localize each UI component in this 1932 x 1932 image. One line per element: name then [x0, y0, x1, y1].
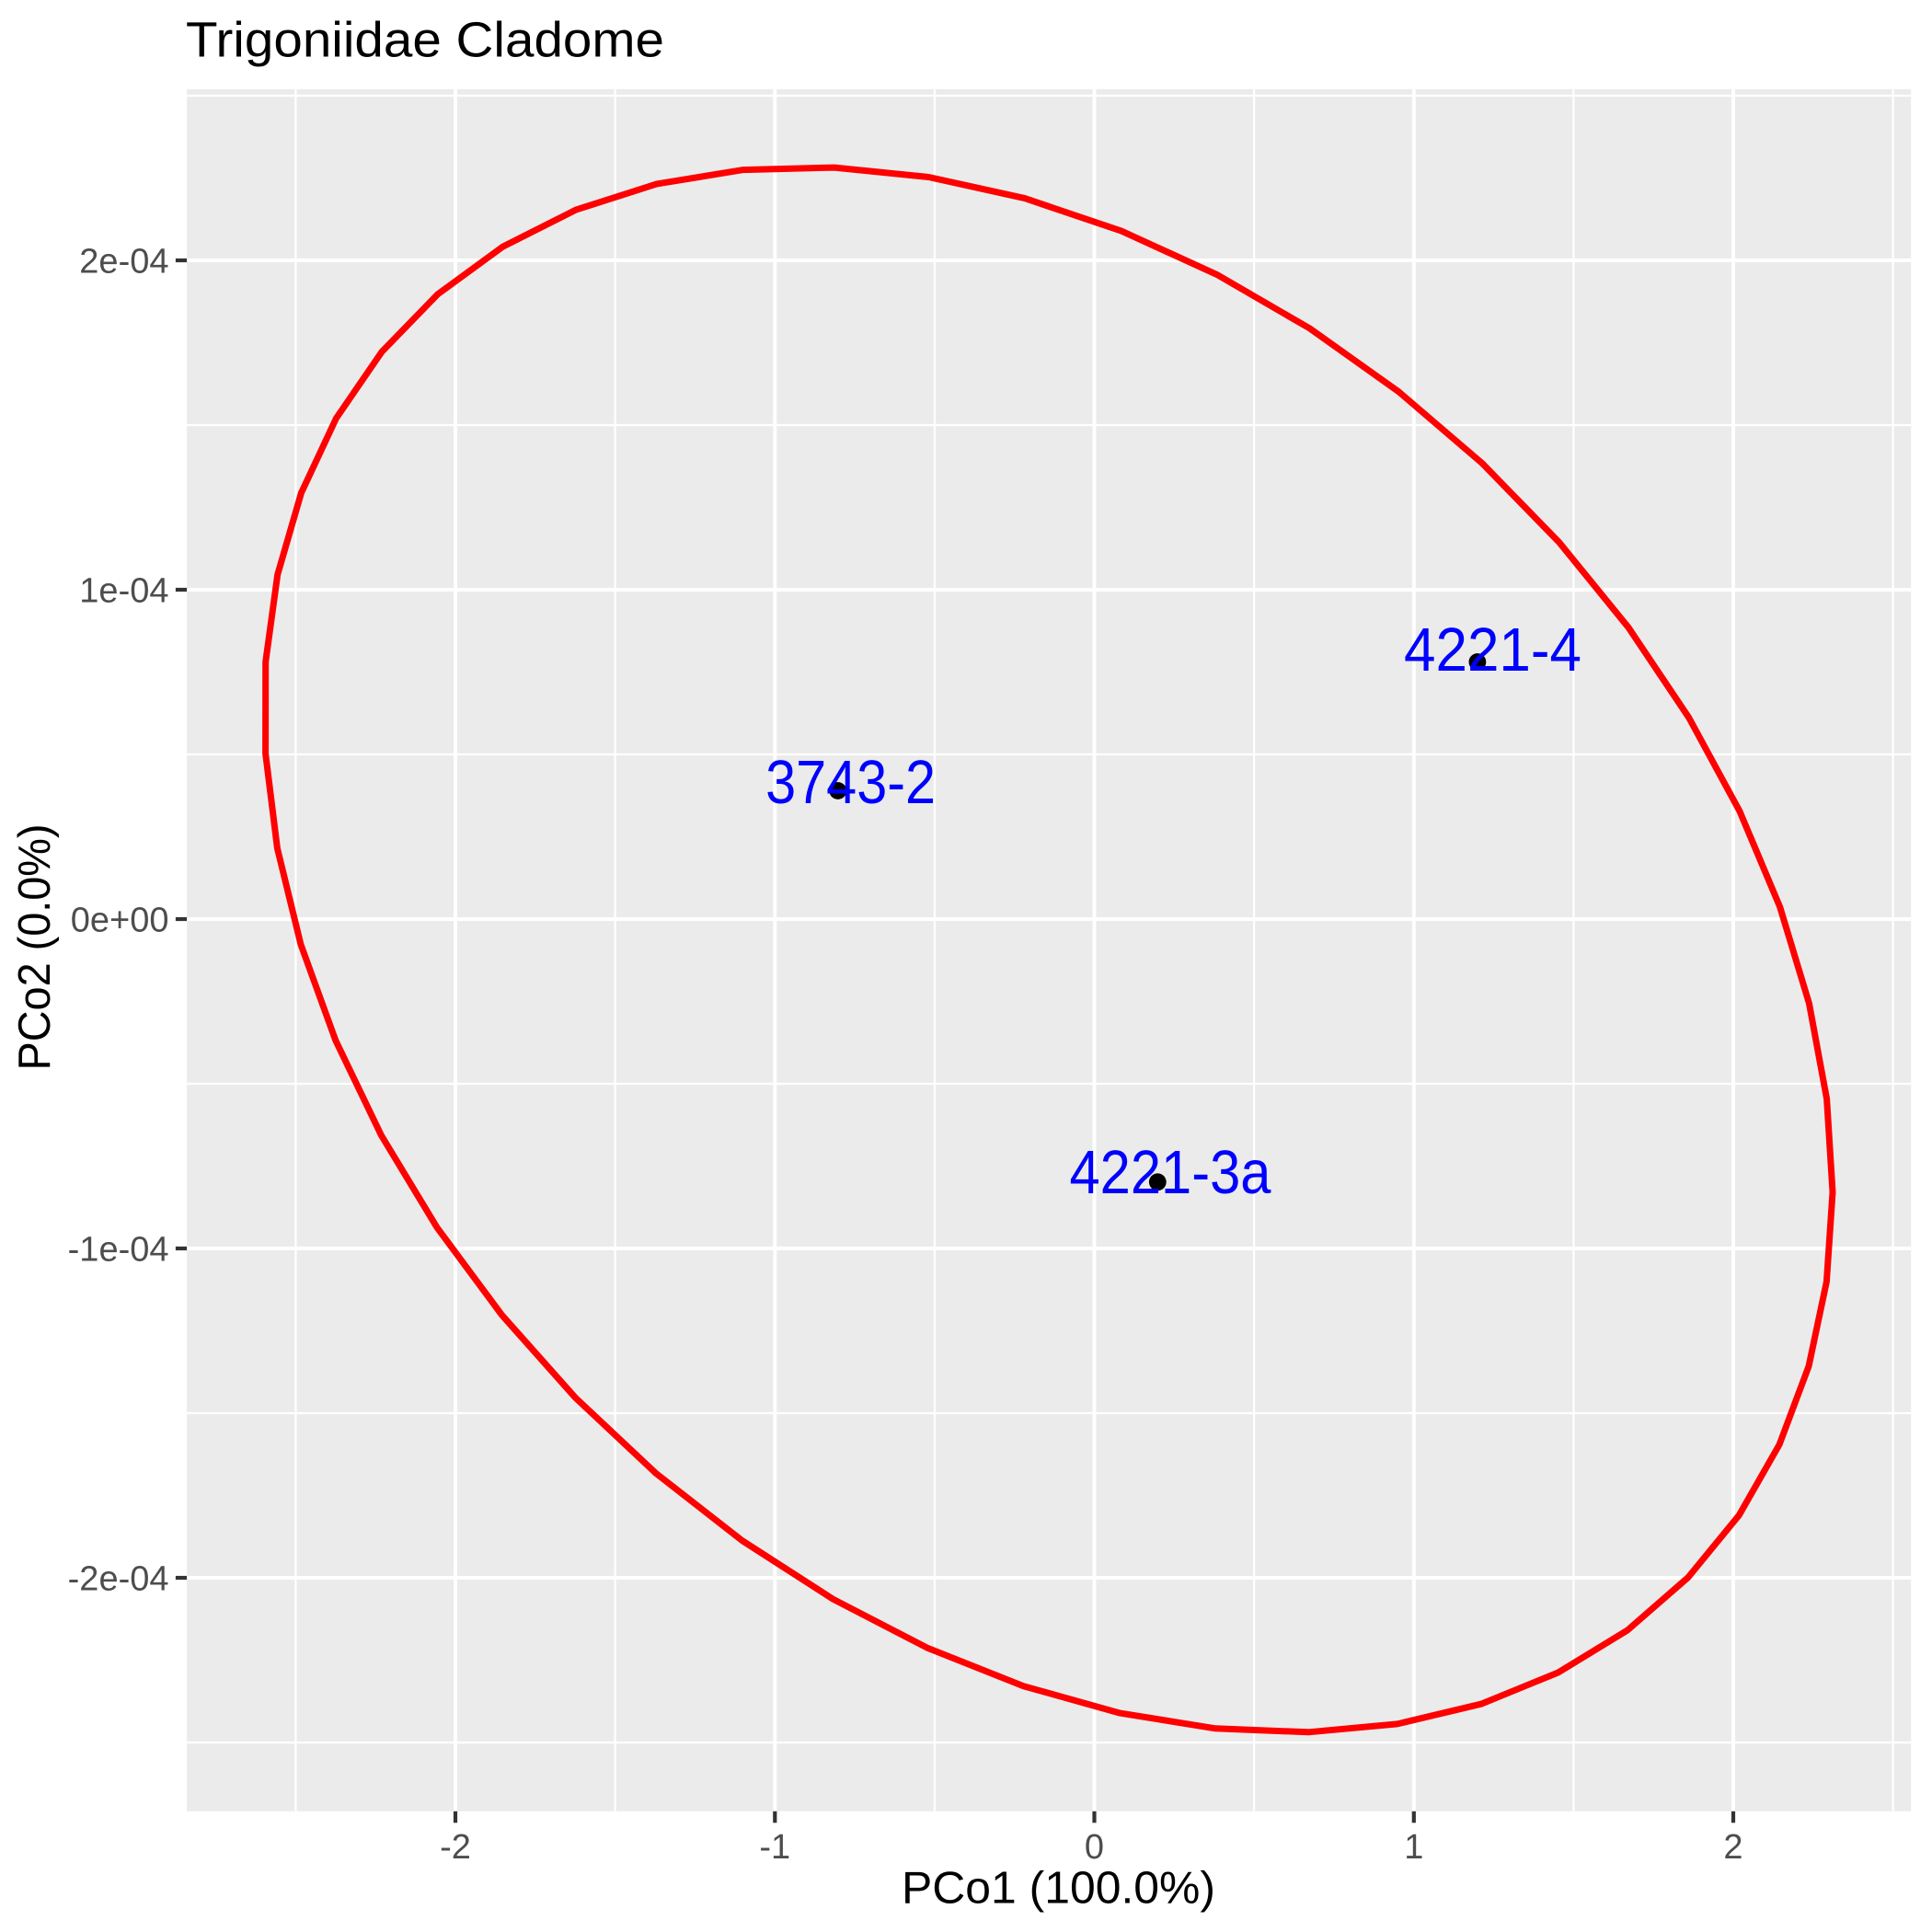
svg-text:0e+00: 0e+00	[71, 902, 169, 940]
svg-text:1e-04: 1e-04	[79, 572, 168, 611]
svg-text:2: 2	[1723, 1828, 1742, 1867]
svg-text:-1: -1	[759, 1828, 790, 1867]
svg-text:-2e-04: -2e-04	[68, 1560, 169, 1599]
svg-text:-2: -2	[440, 1828, 471, 1867]
svg-text:Trigoniidae Cladome: Trigoniidae Cladome	[186, 14, 664, 68]
svg-text:PCo1 (100.0%): PCo1 (100.0%)	[902, 1864, 1215, 1914]
svg-text:1: 1	[1404, 1828, 1423, 1867]
svg-text:2e-04: 2e-04	[79, 243, 168, 282]
svg-text:0: 0	[1085, 1828, 1104, 1867]
svg-text:-1e-04: -1e-04	[68, 1231, 169, 1270]
svg-text:PCo2 (0.0%): PCo2 (0.0%)	[10, 824, 60, 1071]
svg-text:4221-3a: 4221-3a	[1070, 1138, 1272, 1207]
svg-text:4221-4: 4221-4	[1404, 615, 1581, 684]
svg-text:3743-2: 3743-2	[765, 748, 936, 817]
